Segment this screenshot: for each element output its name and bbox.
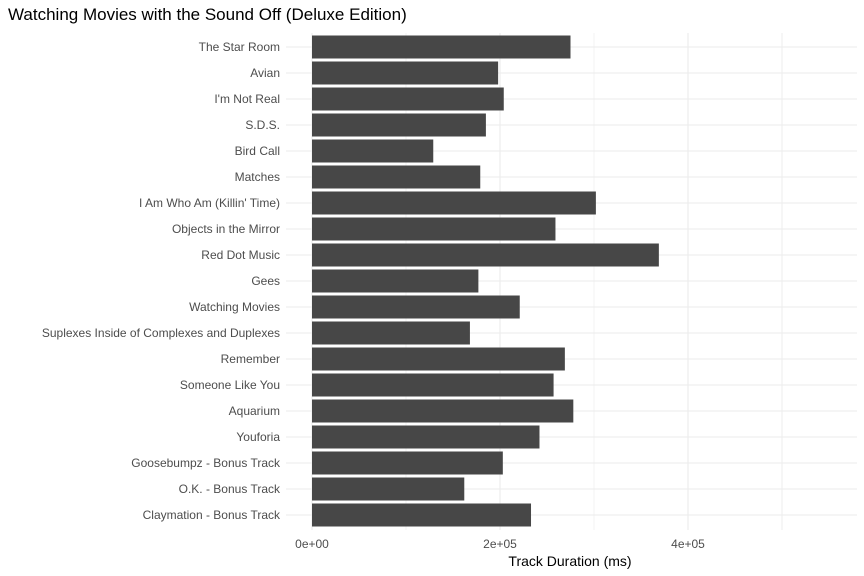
bar: [312, 425, 540, 449]
bar: [312, 165, 481, 189]
y-tick-label: I Am Who Am (Killin' Time): [139, 196, 280, 210]
y-tick-label: Suplexes Inside of Complexes and Duplexe…: [42, 326, 280, 340]
y-tick-label: Gees: [251, 274, 280, 288]
y-tick-label: Watching Movies: [189, 300, 280, 314]
bar: [312, 113, 486, 137]
bar: [312, 139, 434, 163]
bar: [312, 295, 520, 319]
y-tick-label: Red Dot Music: [201, 248, 280, 262]
bar: [312, 373, 554, 397]
bar: [312, 451, 503, 475]
y-tick-label: Aquarium: [229, 404, 280, 418]
y-tick-label: S.D.S.: [245, 118, 280, 132]
y-tick-label: I'm Not Real: [214, 92, 280, 106]
y-tick-label: Bird Call: [235, 144, 280, 158]
bars-layer: [312, 35, 659, 527]
bar: [312, 217, 556, 241]
y-tick-label: Goosebumpz - Bonus Track: [131, 456, 281, 470]
x-axis-title: Track Duration (ms): [508, 553, 631, 569]
y-tick-labels: The Star Room Avian I'm Not Real S.D.S. Bird…: [42, 40, 281, 522]
bar: [312, 269, 479, 293]
x-tick-label: 2e+05: [483, 537, 517, 551]
bar: [312, 347, 565, 371]
y-tick-label: O.K. - Bonus Track: [179, 482, 281, 496]
bar: [312, 243, 659, 267]
bar: [312, 477, 465, 501]
x-tick-labels: 0e+00 2e+05 4e+05: [295, 537, 705, 551]
y-tick-label: Remember: [221, 352, 280, 366]
y-tick-label: Youforia: [236, 430, 280, 444]
y-tick-label: Avian: [250, 66, 280, 80]
y-tick-label: Matches: [235, 170, 280, 184]
bar: [312, 503, 532, 527]
x-tick-label: 4e+05: [671, 537, 705, 551]
bar: [312, 87, 504, 111]
x-tick-label: 0e+00: [295, 537, 329, 551]
bar: [312, 35, 571, 59]
bar: [312, 321, 470, 345]
bar: [312, 61, 499, 85]
chart-title: Watching Movies with the Sound Off (Delu…: [8, 5, 407, 24]
y-tick-label: Someone Like You: [180, 378, 280, 392]
y-tick-label: Claymation - Bonus Track: [143, 508, 281, 522]
y-tick-label: The Star Room: [199, 40, 280, 54]
bar: [312, 191, 596, 215]
bar: [312, 399, 574, 423]
y-tick-label: Objects in the Mirror: [172, 222, 280, 236]
